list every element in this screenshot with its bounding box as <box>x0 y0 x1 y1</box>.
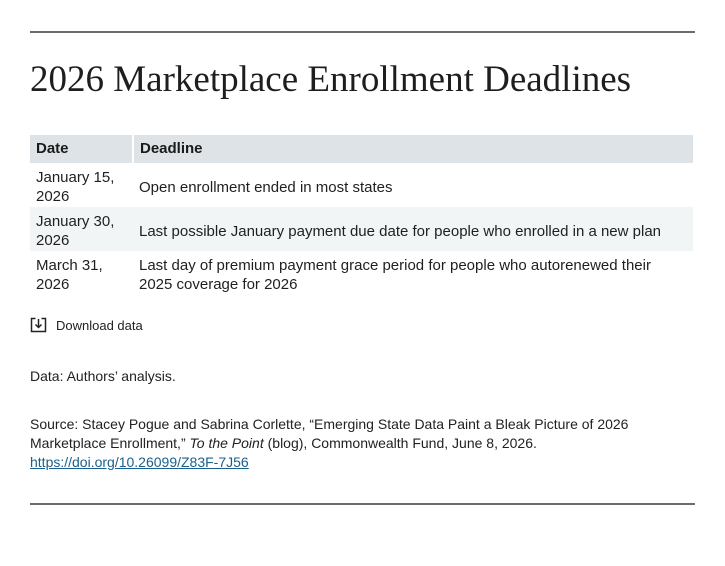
download-icon <box>30 317 47 333</box>
table-row: March 31, 2026 Last day of premium payme… <box>30 251 693 295</box>
bottom-rule <box>30 503 695 505</box>
data-note: Data: Authors’ analysis. <box>30 368 176 384</box>
source-prefix: Source: Stacey Pogue and Sabrina Corlett… <box>30 416 629 451</box>
source-publication: To the Point <box>189 435 264 451</box>
source-suffix: (blog), Commonwealth Fund, June 8, 2026. <box>267 435 537 451</box>
column-header-date: Date <box>30 135 134 163</box>
deadlines-table: Date Deadline January 15, 2026 Open enro… <box>30 135 693 295</box>
date-cell: January 30, 2026 <box>30 207 133 251</box>
date-cell: March 31, 2026 <box>36 257 103 293</box>
deadline-cell: Open enrollment ended in most states <box>139 178 393 196</box>
table-header-row: Date Deadline <box>30 135 693 163</box>
deadline-cell: Last day of premium payment grace period… <box>139 257 651 293</box>
date-cell: January 15, 2026 <box>36 169 115 205</box>
deadline-cell: Last possible January payment due date f… <box>133 207 693 251</box>
download-data-button[interactable]: Download data <box>30 317 143 333</box>
source-citation: Source: Stacey Pogue and Sabrina Corlett… <box>30 415 695 472</box>
page-title: 2026 Marketplace Enrollment Deadlines <box>30 59 632 100</box>
download-label: Download data <box>56 317 143 333</box>
table-row: January 30, 2026 Last possible January p… <box>30 207 693 251</box>
table-row: January 15, 2026 Open enrollment ended i… <box>30 163 693 207</box>
top-rule <box>30 31 695 33</box>
column-header-deadline: Deadline <box>133 135 693 163</box>
doi-link[interactable]: https://doi.org/10.26099/Z83F-7J56 <box>30 454 249 470</box>
